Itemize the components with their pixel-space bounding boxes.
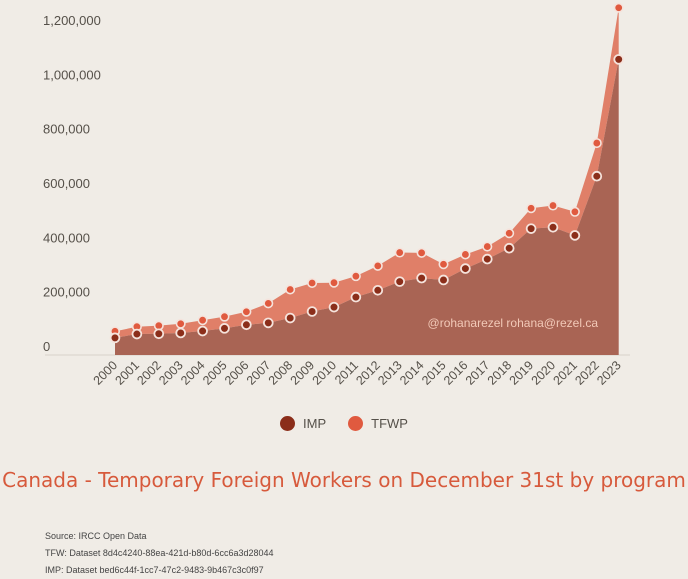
point-imp [197,325,208,337]
point-imp [591,170,603,182]
point-imp [503,242,515,254]
area-imp [115,59,619,356]
point-imp [416,272,427,284]
x-tick-label: 2000 [91,358,121,388]
point-tfwp [372,260,383,271]
point-imp [613,54,624,65]
point-tfwp [460,249,471,260]
x-tick-label: 2023 [594,358,624,388]
point-tfwp [591,138,602,149]
point-tfwp [307,277,318,288]
legend-swatch-tfwp [348,416,364,431]
x-tick-label: 2008 [266,358,296,388]
y-tick-label: 1,200,000 [43,13,101,28]
x-tick-label: 2015 [419,358,449,388]
point-imp [328,301,340,313]
x-tick-label: 2003 [156,358,186,388]
point-tfwp [438,259,449,270]
point-tfwp [350,271,361,282]
legend-item-imp[interactable]: IMP [280,416,326,431]
point-imp [525,223,537,234]
point-imp [438,274,449,286]
point-tfwp [394,247,405,258]
x-tick-label: 2006 [222,358,252,388]
x-tick-label: 2014 [397,358,427,388]
point-imp [394,276,406,287]
x-tick-label: 2013 [375,358,405,388]
legend-label-tfwp: TFWP [371,416,408,431]
x-tick-label: 2004 [178,358,208,388]
point-tfwp [197,315,208,326]
legend-item-tfwp[interactable]: TFWP [348,416,408,431]
point-imp [262,317,274,329]
point-tfwp [285,284,296,295]
legend-label-imp: IMP [303,416,327,431]
y-tick-label: 400,000 [43,230,90,245]
point-tfwp [175,318,186,329]
point-imp [350,291,362,303]
footnote-imp-dataset: IMP: Dataset bed6c44f-1cc7-47c2-9483-9b4… [45,565,264,575]
y-tick-label: 0 [43,339,50,354]
x-tick-label: 2021 [550,358,580,388]
point-imp [547,221,559,233]
footnote-tfw-dataset: TFW: Dataset 8d4c4240-88ea-421d-b80d-6cc… [45,548,274,558]
point-imp [481,253,493,265]
chart: 0 200,000 400,000 600,000 800,000 1,000,000 1,… [43,2,630,388]
x-tick-label: 2022 [572,358,602,388]
point-imp [372,285,384,296]
point-tfwp [526,203,537,214]
point-imp [175,327,187,339]
x-tick-label: 2012 [353,358,383,388]
chart-title: Canada - Temporary Foreign Workers on De… [2,468,686,492]
x-tick-label: 2005 [200,358,230,388]
point-tfwp [504,228,515,239]
point-imp [569,230,581,241]
point-tfwp [613,2,624,13]
footnote-source: Source: IRCC Open Data [45,531,147,541]
point-imp [153,328,165,340]
x-tick-label: 2001 [112,358,142,388]
y-tick-label: 800,000 [43,122,90,137]
point-tfwp [219,311,230,322]
y-tick-label: 1,000,000 [43,67,101,82]
x-tick-label: 2019 [507,358,537,388]
point-imp [460,263,471,274]
footnotes: Source: IRCC Open Data TFW: Dataset 8d4c… [45,528,274,579]
y-tick-label: 200,000 [43,285,90,300]
watermark-text: @rohanarezel rohana@rezel.ca [428,316,599,330]
legend: IMP TFWP [0,416,688,431]
point-tfwp [328,277,339,288]
legend-swatch-imp [280,416,296,431]
point-imp [109,332,121,344]
point-tfwp [416,247,427,258]
point-imp [284,312,296,324]
x-tick-label: 2016 [441,358,471,388]
area-tfwp [115,7,619,338]
point-tfwp [263,298,274,309]
x-tick-label: 2007 [244,358,274,388]
x-tick-label: 2020 [529,358,559,388]
x-tick-label: 2017 [463,358,493,388]
point-tfwp [482,241,493,252]
x-tick-label: 2011 [332,358,361,387]
x-tick-label: 2009 [288,358,318,388]
point-imp [131,328,143,340]
x-tick-label: 2018 [485,358,515,388]
point-imp [219,323,230,334]
point-imp [241,319,252,331]
x-tick-label: 2010 [310,358,340,388]
point-tfwp [569,206,580,217]
point-tfwp [241,306,252,317]
y-tick-label: 600,000 [43,176,90,191]
point-tfwp [547,200,558,211]
point-imp [306,306,318,317]
x-tick-label: 2002 [134,358,164,388]
